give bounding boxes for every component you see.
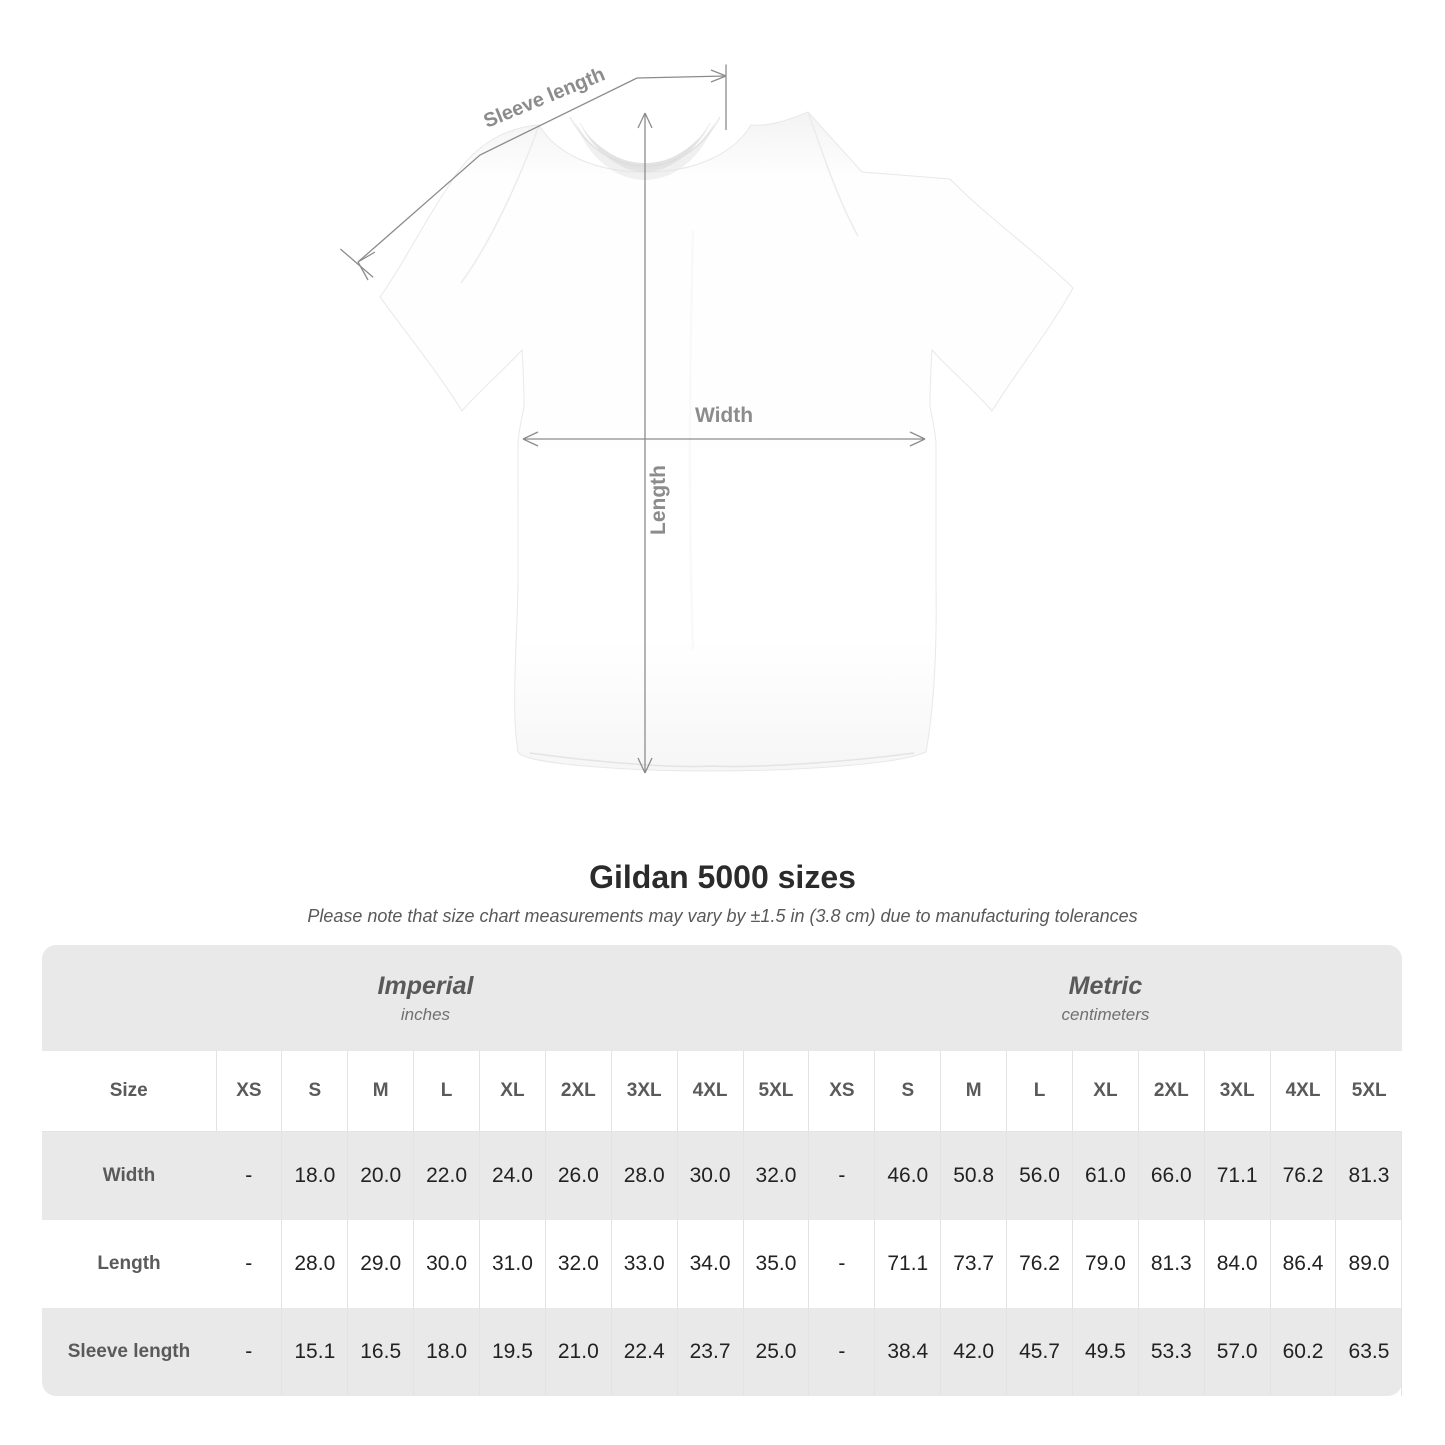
svg-text:Length: Length (647, 465, 670, 535)
svg-text:Sleeve length: Sleeve length (481, 63, 609, 132)
svg-text:Width: Width (695, 404, 753, 427)
